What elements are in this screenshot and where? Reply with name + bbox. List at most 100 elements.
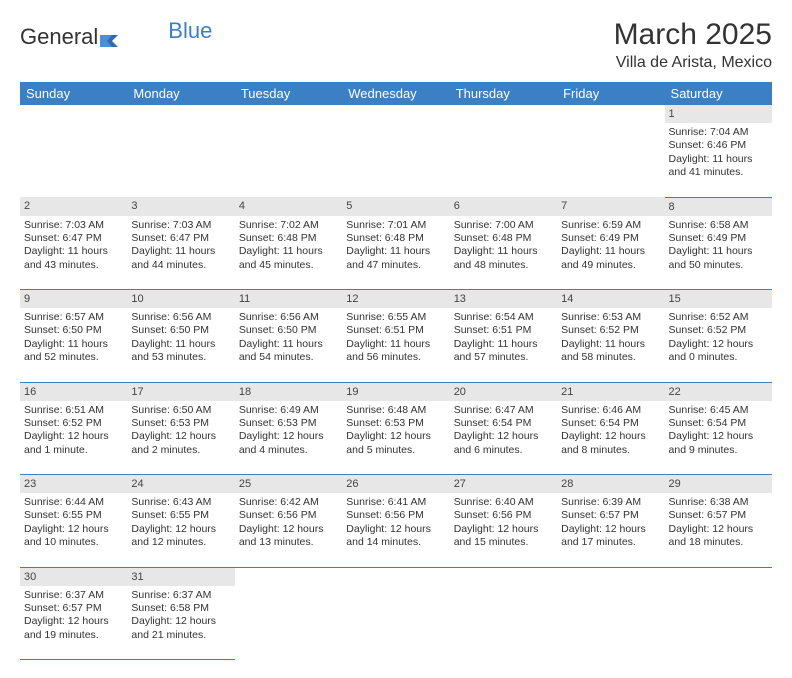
day-cell: Sunrise: 6:45 AMSunset: 6:54 PMDaylight:… <box>665 401 772 475</box>
day-cell <box>450 586 557 660</box>
daylight-text: and 13 minutes. <box>239 536 338 549</box>
day-number-row: 3031 <box>20 567 772 586</box>
daylight-text: Daylight: 12 hours <box>346 523 445 536</box>
sunset-text: Sunset: 6:48 PM <box>454 232 553 245</box>
daylight-text: Daylight: 12 hours <box>24 523 123 536</box>
daylight-text: Daylight: 12 hours <box>131 523 230 536</box>
daylight-text: and 49 minutes. <box>561 259 660 272</box>
daylight-text: and 6 minutes. <box>454 444 553 457</box>
sunrise-text: Sunrise: 6:54 AM <box>454 311 553 324</box>
sunrise-text: Sunrise: 6:56 AM <box>131 311 230 324</box>
daylight-text: Daylight: 11 hours <box>131 338 230 351</box>
daylight-text: Daylight: 12 hours <box>561 523 660 536</box>
day-number-row: 23242526272829 <box>20 475 772 494</box>
day-cell: Sunrise: 6:38 AMSunset: 6:57 PMDaylight:… <box>665 493 772 567</box>
day-cell <box>235 586 342 660</box>
day-number <box>557 567 664 586</box>
day-cell <box>450 123 557 197</box>
daylight-text: and 48 minutes. <box>454 259 553 272</box>
daylight-text: and 5 minutes. <box>346 444 445 457</box>
day-number: 7 <box>557 197 664 216</box>
day-number: 14 <box>557 290 664 309</box>
day-cell: Sunrise: 7:02 AMSunset: 6:48 PMDaylight:… <box>235 216 342 290</box>
sunset-text: Sunset: 6:56 PM <box>454 509 553 522</box>
day-cell: Sunrise: 6:59 AMSunset: 6:49 PMDaylight:… <box>557 216 664 290</box>
day-number: 23 <box>20 475 127 494</box>
daylight-text: and 17 minutes. <box>561 536 660 549</box>
day-number <box>450 105 557 123</box>
sunrise-text: Sunrise: 6:46 AM <box>561 404 660 417</box>
day-number: 8 <box>665 197 772 216</box>
day-number: 25 <box>235 475 342 494</box>
day-number: 30 <box>20 567 127 586</box>
day-number: 15 <box>665 290 772 309</box>
daylight-text: and 1 minute. <box>24 444 123 457</box>
daylight-text: and 50 minutes. <box>669 259 768 272</box>
daylight-text: and 41 minutes. <box>669 166 768 179</box>
calendar-page: General Blue March 2025 Villa de Arista,… <box>0 0 792 678</box>
day-number: 24 <box>127 475 234 494</box>
sunset-text: Sunset: 6:51 PM <box>346 324 445 337</box>
day-content-row: Sunrise: 7:03 AMSunset: 6:47 PMDaylight:… <box>20 216 772 290</box>
day-cell: Sunrise: 7:03 AMSunset: 6:47 PMDaylight:… <box>127 216 234 290</box>
daylight-text: Daylight: 11 hours <box>24 338 123 351</box>
day-cell <box>557 586 664 660</box>
brand-logo: General Blue <box>20 18 212 50</box>
sunrise-text: Sunrise: 7:01 AM <box>346 219 445 232</box>
day-number: 19 <box>342 382 449 401</box>
sunset-text: Sunset: 6:57 PM <box>561 509 660 522</box>
sunrise-text: Sunrise: 6:49 AM <box>239 404 338 417</box>
sunset-text: Sunset: 6:55 PM <box>24 509 123 522</box>
daylight-text: and 43 minutes. <box>24 259 123 272</box>
daylight-text: Daylight: 11 hours <box>454 338 553 351</box>
day-number <box>20 105 127 123</box>
month-title: March 2025 <box>614 18 772 52</box>
day-cell <box>127 123 234 197</box>
day-cell: Sunrise: 6:52 AMSunset: 6:52 PMDaylight:… <box>665 308 772 382</box>
daylight-text: Daylight: 12 hours <box>669 430 768 443</box>
day-cell <box>342 123 449 197</box>
sunset-text: Sunset: 6:53 PM <box>131 417 230 430</box>
day-cell: Sunrise: 6:51 AMSunset: 6:52 PMDaylight:… <box>20 401 127 475</box>
sunrise-text: Sunrise: 6:40 AM <box>454 496 553 509</box>
sunset-text: Sunset: 6:48 PM <box>346 232 445 245</box>
day-cell: Sunrise: 6:47 AMSunset: 6:54 PMDaylight:… <box>450 401 557 475</box>
sunset-text: Sunset: 6:50 PM <box>24 324 123 337</box>
sunset-text: Sunset: 6:53 PM <box>239 417 338 430</box>
sunrise-text: Sunrise: 6:56 AM <box>239 311 338 324</box>
sunrise-text: Sunrise: 6:55 AM <box>346 311 445 324</box>
daylight-text: and 10 minutes. <box>24 536 123 549</box>
day-number: 21 <box>557 382 664 401</box>
sunrise-text: Sunrise: 6:47 AM <box>454 404 553 417</box>
sunrise-text: Sunrise: 7:04 AM <box>669 126 768 139</box>
daylight-text: Daylight: 12 hours <box>131 615 230 628</box>
day-content-row: Sunrise: 6:44 AMSunset: 6:55 PMDaylight:… <box>20 493 772 567</box>
day-cell: Sunrise: 7:04 AMSunset: 6:46 PMDaylight:… <box>665 123 772 197</box>
sunrise-text: Sunrise: 6:51 AM <box>24 404 123 417</box>
day-cell: Sunrise: 6:48 AMSunset: 6:53 PMDaylight:… <box>342 401 449 475</box>
sunset-text: Sunset: 6:52 PM <box>561 324 660 337</box>
day-number: 10 <box>127 290 234 309</box>
sunset-text: Sunset: 6:54 PM <box>454 417 553 430</box>
daylight-text: and 45 minutes. <box>239 259 338 272</box>
daylight-text: and 44 minutes. <box>131 259 230 272</box>
day-cell: Sunrise: 6:49 AMSunset: 6:53 PMDaylight:… <box>235 401 342 475</box>
sunset-text: Sunset: 6:56 PM <box>239 509 338 522</box>
daylight-text: and 52 minutes. <box>24 351 123 364</box>
sunset-text: Sunset: 6:57 PM <box>669 509 768 522</box>
day-number-row: 1 <box>20 105 772 123</box>
brand-part2: Blue <box>168 18 212 44</box>
day-cell: Sunrise: 6:56 AMSunset: 6:50 PMDaylight:… <box>235 308 342 382</box>
day-number: 9 <box>20 290 127 309</box>
day-number: 20 <box>450 382 557 401</box>
sunset-text: Sunset: 6:49 PM <box>669 232 768 245</box>
sunrise-text: Sunrise: 6:41 AM <box>346 496 445 509</box>
daylight-text: Daylight: 11 hours <box>131 245 230 258</box>
daylight-text: Daylight: 12 hours <box>561 430 660 443</box>
sunrise-text: Sunrise: 7:03 AM <box>24 219 123 232</box>
day-content-row: Sunrise: 6:51 AMSunset: 6:52 PMDaylight:… <box>20 401 772 475</box>
flag-icon <box>100 29 122 45</box>
daylight-text: and 53 minutes. <box>131 351 230 364</box>
daylight-text: and 8 minutes. <box>561 444 660 457</box>
daylight-text: Daylight: 12 hours <box>454 430 553 443</box>
